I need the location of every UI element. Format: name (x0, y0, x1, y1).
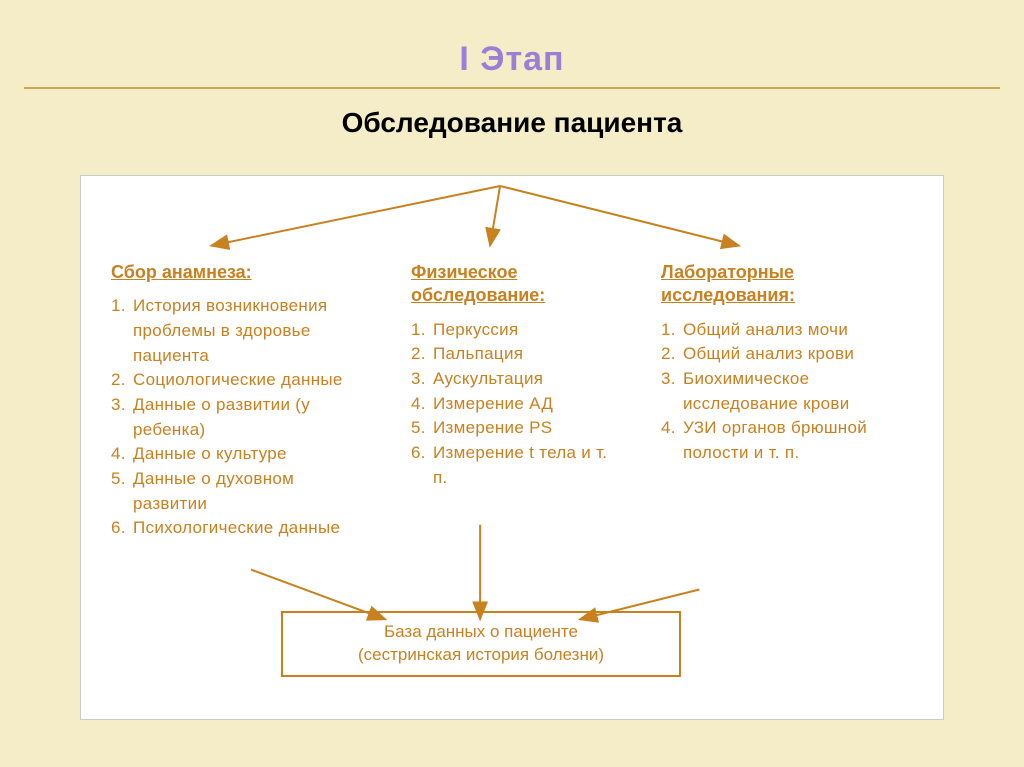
page-subtitle: Обследование пациента (0, 107, 1024, 139)
column-header: Лабораторные исследования: (661, 261, 891, 308)
diagram-container: Сбор анамнеза: 1.История возникновения п… (80, 175, 944, 720)
page-title: I Этап (0, 40, 1024, 79)
title-area: I Этап (0, 0, 1024, 79)
list-item: 5.Данные о духовном развитии (111, 467, 361, 516)
result-box: База данных о пациенте (сестринская исто… (281, 611, 681, 677)
list-item: 1.История возникновения проблемы в здоро… (111, 294, 361, 368)
list-item: 2.Пальпация (411, 342, 611, 367)
list-item: 4.Данные о культуре (111, 442, 361, 467)
list-item: 2.Общий анализ крови (661, 342, 891, 367)
title-divider (24, 87, 1000, 89)
column-laboratory: Лабораторные исследования: 1.Общий анали… (661, 261, 891, 466)
list-item: 6.Психологические данные (111, 516, 361, 541)
list-item: 2.Социологические данные (111, 368, 361, 393)
column-list: 1.Общий анализ мочи 2.Общий анализ крови… (661, 318, 891, 466)
column-list: 1.Перкуссия 2.Пальпация 3.Аускультация 4… (411, 318, 611, 490)
column-list: 1.История возникновения проблемы в здоро… (111, 294, 361, 540)
list-item: 1.Общий анализ мочи (661, 318, 891, 343)
list-item: 1.Перкуссия (411, 318, 611, 343)
list-item: 6.Измерение t тела и т. п. (411, 441, 611, 490)
list-item: 4.Измерение АД (411, 392, 611, 417)
list-item: 5.Измерение PS (411, 416, 611, 441)
list-item: 3.Данные о развитии (у ребенка) (111, 393, 361, 442)
result-line2: (сестринская история болезни) (295, 644, 667, 667)
result-line1: База данных о пациенте (295, 621, 667, 644)
column-anamnesis: Сбор анамнеза: 1.История возникновения п… (111, 261, 361, 541)
column-physical: Физическое обследование: 1.Перкуссия 2.П… (411, 261, 611, 490)
list-item: 4.УЗИ органов брюшной полости и т. п. (661, 416, 891, 465)
list-item: 3.Биохимическое исследование крови (661, 367, 891, 416)
column-header: Сбор анамнеза: (111, 261, 361, 284)
column-header: Физическое обследование: (411, 261, 611, 308)
list-item: 3.Аускультация (411, 367, 611, 392)
